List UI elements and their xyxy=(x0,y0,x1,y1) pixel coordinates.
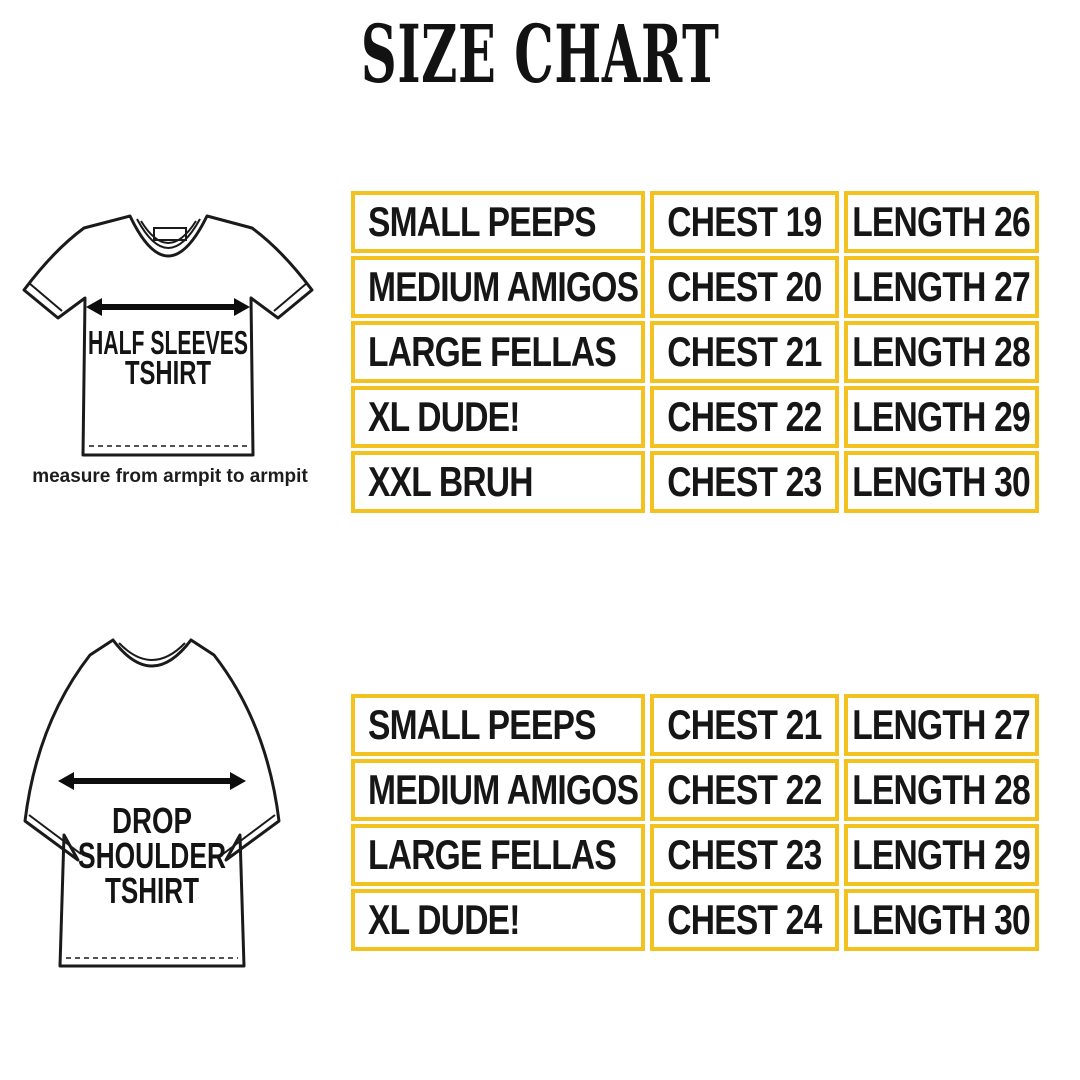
chest-cell: CHEST 20 xyxy=(650,256,839,318)
length-value: LENGTH 26 xyxy=(852,198,1031,245)
size-value: SMALL PEEPS xyxy=(368,198,596,245)
size-value: LARGE FELLAS xyxy=(368,831,617,878)
chest-cell: CHEST 23 xyxy=(650,824,839,886)
length-cell: LENGTH 27 xyxy=(844,694,1039,756)
table-row: XXL BRUH CHEST 23 LENGTH 30 xyxy=(351,451,1041,513)
length-cell: LENGTH 30 xyxy=(844,889,1039,951)
chest-value: CHEST 23 xyxy=(667,458,822,505)
half-sleeves-label-line1: HALF SLEEVES xyxy=(88,324,248,361)
table-row: LARGE FELLAS CHEST 21 LENGTH 28 xyxy=(351,321,1041,383)
length-value: LENGTH 29 xyxy=(852,831,1031,878)
size-value: SMALL PEEPS xyxy=(368,701,596,748)
length-cell: LENGTH 29 xyxy=(844,386,1039,448)
chest-value: CHEST 21 xyxy=(667,328,822,375)
size-cell: LARGE FELLAS xyxy=(351,321,645,383)
drop-shoulder-label-line2: SHOULDER xyxy=(78,835,226,876)
chest-measurement-arrow xyxy=(86,298,250,316)
half-sleeves-tshirt-illustration: HALF SLEEVES TSHIRT xyxy=(22,214,314,457)
tshirt-outline xyxy=(22,214,314,457)
collar-stitch-line xyxy=(140,220,197,244)
table-row: XL DUDE! CHEST 22 LENGTH 29 xyxy=(351,386,1041,448)
chest-cell: CHEST 22 xyxy=(650,759,839,821)
half-sleeves-label-line2: TSHIRT xyxy=(125,354,211,391)
length-value: LENGTH 27 xyxy=(852,701,1031,748)
size-value: LARGE FELLAS xyxy=(368,328,617,375)
right-cuff-stitch xyxy=(222,814,276,855)
drop-shoulder-size-table: SMALL PEEPS CHEST 21 LENGTH 27 MEDIUM AM… xyxy=(351,694,1041,951)
right-cuff-stitch xyxy=(273,282,308,312)
chest-cell: CHEST 21 xyxy=(650,321,839,383)
length-cell: LENGTH 29 xyxy=(844,824,1039,886)
measure-caption: measure from armpit to armpit xyxy=(32,466,308,487)
left-cuff-stitch xyxy=(28,814,82,855)
table-row: XL DUDE! CHEST 24 LENGTH 30 xyxy=(351,889,1041,951)
size-cell: MEDIUM AMIGOS xyxy=(351,256,645,318)
chest-value: CHEST 23 xyxy=(667,831,822,878)
chest-value: CHEST 20 xyxy=(667,263,822,310)
length-cell: LENGTH 26 xyxy=(844,191,1039,253)
size-cell: SMALL PEEPS xyxy=(351,191,645,253)
table-row: SMALL PEEPS CHEST 21 LENGTH 27 xyxy=(351,694,1041,756)
collar-inner-line xyxy=(118,642,186,661)
tshirt-outline xyxy=(23,638,281,968)
neck-label-tag xyxy=(153,227,187,241)
size-cell: XL DUDE! xyxy=(351,889,645,951)
chest-value: CHEST 24 xyxy=(667,896,822,943)
page-title: SIZE CHART xyxy=(360,7,720,101)
size-value: XXL BRUH xyxy=(368,458,534,505)
table-row: LARGE FELLAS CHEST 23 LENGTH 29 xyxy=(351,824,1041,886)
length-cell: LENGTH 28 xyxy=(844,321,1039,383)
left-cuff-stitch xyxy=(28,282,63,312)
chest-value: CHEST 21 xyxy=(667,701,822,748)
length-cell: LENGTH 28 xyxy=(844,759,1039,821)
table-row: SMALL PEEPS CHEST 19 LENGTH 26 xyxy=(351,191,1041,253)
chest-cell: CHEST 21 xyxy=(650,694,839,756)
chest-measurement-arrow xyxy=(58,772,246,790)
length-cell: LENGTH 27 xyxy=(844,256,1039,318)
chest-cell: CHEST 22 xyxy=(650,386,839,448)
size-value: MEDIUM AMIGOS xyxy=(368,263,639,310)
size-value: MEDIUM AMIGOS xyxy=(368,766,639,813)
chest-value: CHEST 22 xyxy=(667,393,822,440)
size-cell: LARGE FELLAS xyxy=(351,824,645,886)
length-cell: LENGTH 30 xyxy=(844,451,1039,513)
drop-shoulder-tshirt-illustration: DROP SHOULDER TSHIRT xyxy=(23,638,281,968)
size-value: XL DUDE! xyxy=(368,896,520,943)
length-value: LENGTH 28 xyxy=(852,328,1031,375)
half-sleeves-size-table: SMALL PEEPS CHEST 19 LENGTH 26 MEDIUM AM… xyxy=(351,191,1041,513)
chest-cell: CHEST 23 xyxy=(650,451,839,513)
table-row: MEDIUM AMIGOS CHEST 22 LENGTH 28 xyxy=(351,759,1041,821)
length-value: LENGTH 27 xyxy=(852,263,1031,310)
size-value: XL DUDE! xyxy=(368,393,520,440)
chest-cell: CHEST 24 xyxy=(650,889,839,951)
size-cell: SMALL PEEPS xyxy=(351,694,645,756)
table-row: MEDIUM AMIGOS CHEST 20 LENGTH 27 xyxy=(351,256,1041,318)
chest-cell: CHEST 19 xyxy=(650,191,839,253)
page-title-wrap: SIZE CHART xyxy=(0,14,1080,94)
size-cell: XL DUDE! xyxy=(351,386,645,448)
length-value: LENGTH 29 xyxy=(852,393,1031,440)
drop-shoulder-label-line1: DROP xyxy=(112,800,192,841)
length-value: LENGTH 28 xyxy=(852,766,1031,813)
length-value: LENGTH 30 xyxy=(852,458,1031,505)
size-cell: MEDIUM AMIGOS xyxy=(351,759,645,821)
size-cell: XXL BRUH xyxy=(351,451,645,513)
length-value: LENGTH 30 xyxy=(852,896,1031,943)
chest-value: CHEST 19 xyxy=(667,198,822,245)
chest-value: CHEST 22 xyxy=(667,766,822,813)
drop-shoulder-label-line3: TSHIRT xyxy=(105,870,199,911)
collar-inner-line xyxy=(136,218,201,249)
